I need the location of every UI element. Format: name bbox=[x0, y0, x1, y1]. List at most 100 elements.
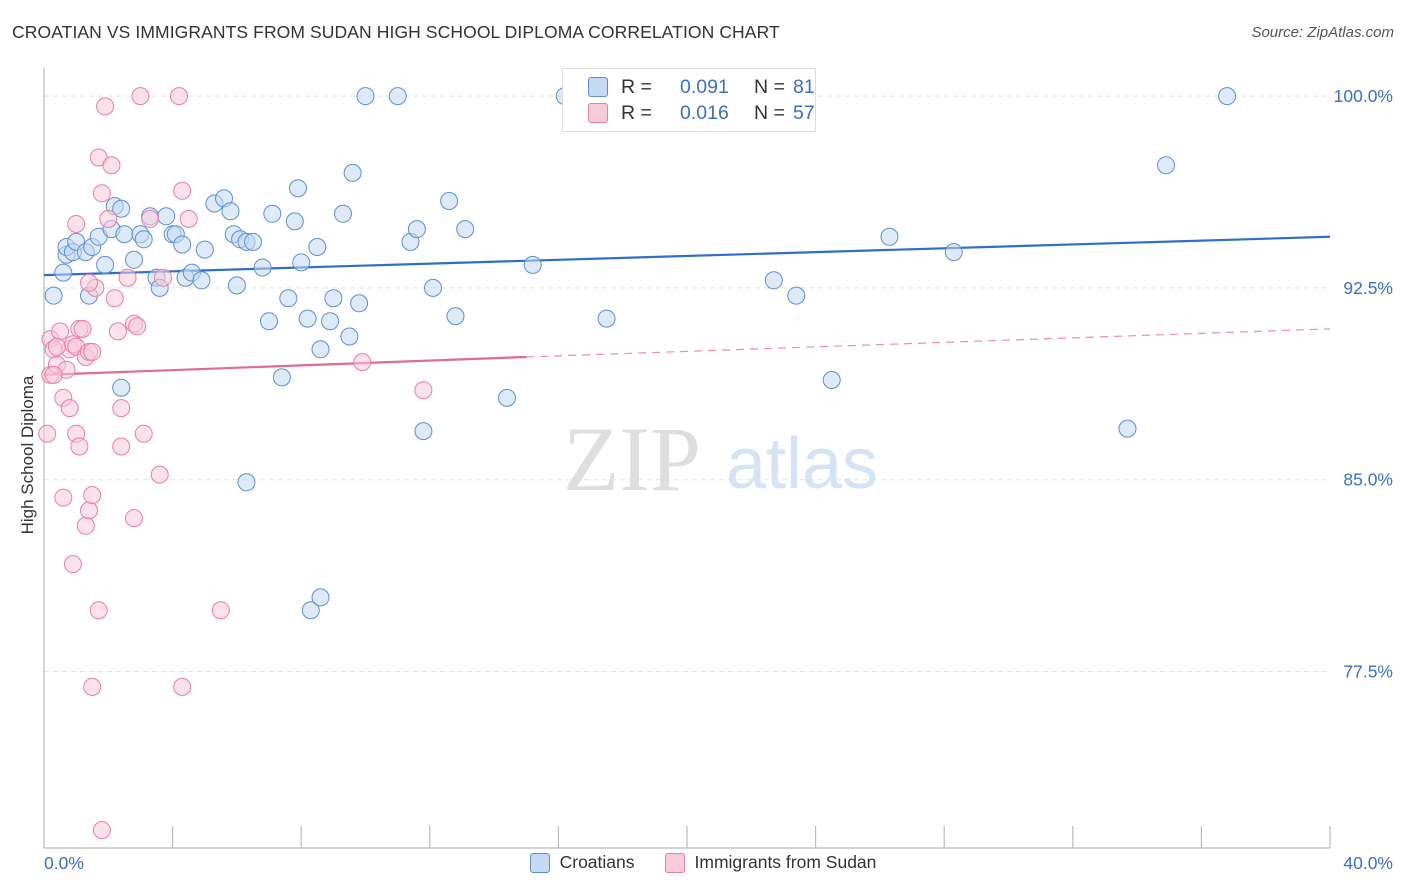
data-point bbox=[237, 473, 256, 492]
data-point bbox=[83, 677, 102, 696]
data-point bbox=[221, 202, 240, 221]
r-label: R = bbox=[621, 75, 652, 98]
data-point bbox=[424, 278, 442, 297]
data-point bbox=[38, 424, 57, 443]
data-point bbox=[350, 294, 369, 313]
x-tick-label: 0.0% bbox=[44, 853, 84, 873]
data-point bbox=[179, 209, 198, 228]
source-credit: Source: ZipAtlas.com bbox=[1251, 24, 1394, 41]
data-point bbox=[880, 227, 899, 246]
n-label: N = bbox=[754, 101, 785, 124]
data-point bbox=[260, 312, 278, 331]
legend-label: Immigrants from Sudan bbox=[694, 852, 877, 872]
data-points bbox=[38, 87, 1237, 840]
trend-line-extension bbox=[526, 328, 1331, 358]
y-tick-label: 85.0% bbox=[1343, 470, 1393, 490]
data-point bbox=[388, 87, 407, 106]
data-point bbox=[227, 276, 246, 295]
data-point bbox=[63, 555, 82, 574]
legend-item-croatians[interactable]: Croatians bbox=[529, 852, 635, 873]
data-point bbox=[289, 179, 307, 198]
data-point bbox=[73, 319, 92, 338]
n-value: 57 bbox=[793, 101, 815, 124]
data-point bbox=[356, 87, 375, 106]
data-point bbox=[47, 337, 66, 356]
legend-label: Croatians bbox=[559, 852, 635, 872]
data-point bbox=[173, 235, 192, 254]
data-point bbox=[131, 87, 150, 106]
data-point bbox=[54, 488, 73, 507]
data-point bbox=[311, 588, 330, 607]
sudan-swatch bbox=[588, 103, 608, 123]
data-point bbox=[414, 422, 433, 441]
data-point bbox=[154, 268, 172, 287]
data-point bbox=[89, 601, 108, 620]
axes bbox=[43, 68, 1331, 849]
data-point bbox=[764, 271, 783, 290]
data-point bbox=[292, 253, 311, 272]
data-point bbox=[822, 371, 841, 389]
data-point bbox=[80, 273, 98, 292]
sudan-legend-swatch bbox=[664, 852, 685, 873]
data-point bbox=[308, 238, 327, 256]
data-point bbox=[83, 342, 102, 361]
croatians-legend-swatch bbox=[529, 852, 550, 873]
data-point bbox=[787, 286, 806, 305]
data-point bbox=[112, 399, 131, 418]
data-point bbox=[96, 255, 115, 274]
legend-item-sudan[interactable]: Immigrants from Sudan bbox=[664, 852, 877, 873]
data-point bbox=[170, 87, 188, 106]
gridlines bbox=[44, 95, 1330, 673]
data-point bbox=[446, 307, 465, 326]
data-point bbox=[51, 322, 70, 341]
data-point bbox=[70, 437, 89, 456]
data-point bbox=[944, 243, 963, 262]
data-point bbox=[67, 215, 86, 233]
data-point bbox=[128, 317, 147, 336]
trend-lines bbox=[43, 235, 1331, 376]
data-point bbox=[76, 516, 95, 535]
data-point bbox=[343, 163, 362, 182]
data-point bbox=[60, 399, 79, 418]
trend-line bbox=[43, 355, 527, 376]
data-point bbox=[102, 156, 121, 175]
watermark: ZIP atlas bbox=[563, 408, 878, 510]
data-point bbox=[1218, 87, 1237, 106]
data-point bbox=[353, 353, 372, 372]
data-point bbox=[150, 465, 169, 484]
data-point bbox=[115, 225, 134, 244]
data-point bbox=[1118, 419, 1137, 438]
watermark-atlas: atlas bbox=[726, 424, 878, 504]
data-point bbox=[279, 289, 298, 308]
legend: Croatians Immigrants from Sudan bbox=[0, 852, 1406, 873]
data-point bbox=[125, 250, 143, 269]
data-point bbox=[340, 327, 359, 346]
data-point bbox=[112, 199, 131, 218]
data-point bbox=[263, 204, 282, 223]
data-point bbox=[105, 289, 124, 308]
data-point bbox=[44, 286, 63, 305]
data-point bbox=[92, 821, 111, 840]
data-point bbox=[99, 209, 118, 228]
data-point bbox=[195, 240, 214, 259]
data-point bbox=[414, 381, 433, 400]
data-point bbox=[334, 204, 352, 223]
data-point bbox=[173, 677, 192, 696]
data-point bbox=[173, 181, 192, 200]
data-point bbox=[83, 486, 102, 505]
data-point bbox=[311, 340, 330, 359]
data-point bbox=[456, 220, 475, 239]
croatians-swatch bbox=[588, 77, 608, 97]
data-point bbox=[440, 192, 459, 210]
r-value: 0.016 bbox=[680, 101, 729, 124]
data-point bbox=[96, 97, 115, 116]
data-point bbox=[108, 322, 127, 341]
y-tick-label: 100.0% bbox=[1334, 86, 1393, 106]
chart-title: CROATIAN VS IMMIGRANTS FROM SUDAN HIGH S… bbox=[12, 22, 780, 42]
y-axis-label: High School Diploma bbox=[18, 375, 37, 535]
data-point bbox=[192, 271, 211, 290]
data-point bbox=[298, 309, 317, 328]
data-point bbox=[324, 289, 343, 308]
data-point bbox=[44, 365, 63, 384]
